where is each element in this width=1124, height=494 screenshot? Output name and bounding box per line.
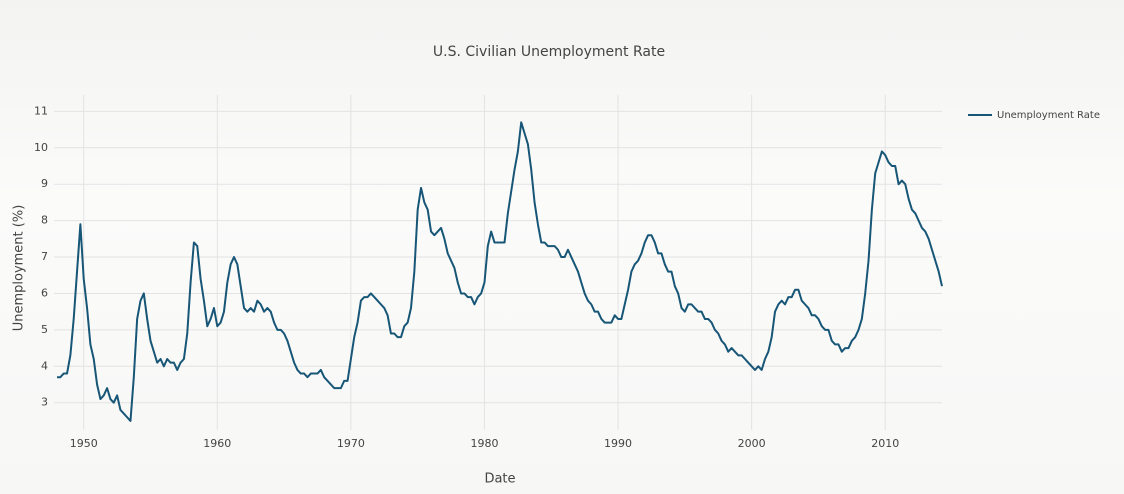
x-tick-label: 1970 (337, 437, 365, 450)
y-tick-label: 8 (41, 214, 48, 227)
x-tick-label: 1980 (470, 437, 498, 450)
y-tick-label: 9 (41, 177, 48, 190)
chart-title: U.S. Civilian Unemployment Rate (433, 44, 665, 60)
x-axis-label: Date (484, 472, 515, 487)
data-line (57, 121, 943, 422)
x-tick-label: 1950 (70, 437, 98, 450)
y-tick-label: 11 (34, 104, 48, 117)
y-axis-label: Unemployment (%) (12, 205, 27, 332)
y-tick-label: 3 (41, 396, 48, 409)
legend-label: Unemployment Rate (997, 110, 1100, 121)
x-tick-label: 2000 (738, 437, 766, 450)
x-tick-label: 1990 (604, 437, 632, 450)
y-tick-label: 6 (41, 286, 48, 299)
y-tick-label: 5 (41, 323, 48, 336)
x-tick-label: 2010 (871, 437, 899, 450)
x-tick-label: 1960 (203, 437, 231, 450)
y-tick-label: 4 (41, 359, 48, 372)
y-tick-label: 7 (41, 250, 48, 263)
y-tick-label: 10 (34, 141, 48, 154)
